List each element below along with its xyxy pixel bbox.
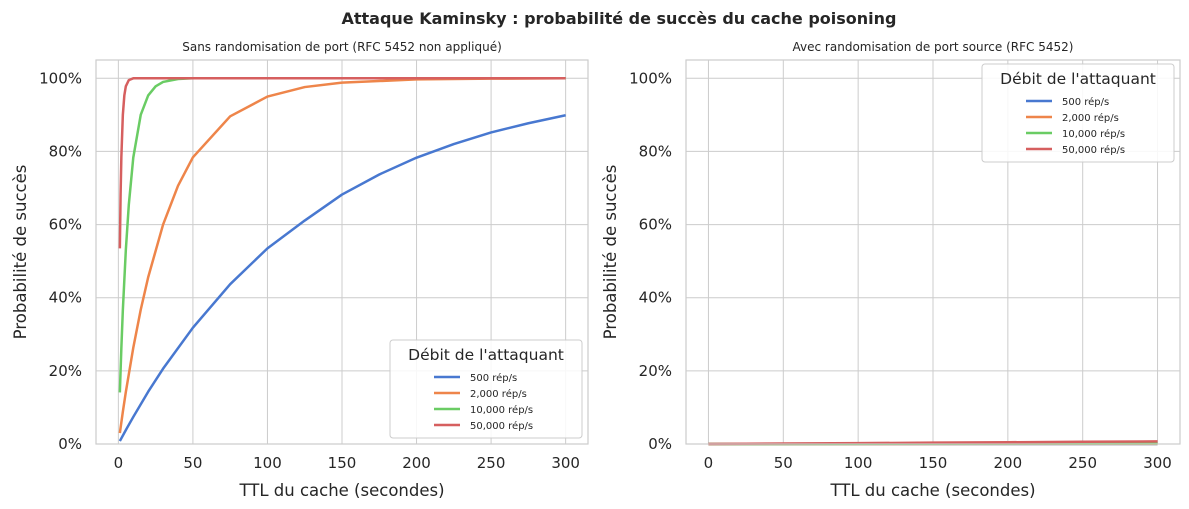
left-ytick-label-3: 60% [49,216,82,234]
right-ytick-label-4: 80% [639,142,672,160]
right-legend-entry-3: 50,000 rép/s [1062,144,1125,156]
left-series-3-line [118,77,566,249]
right-xtick-label-2: 100 [844,454,873,472]
right-panel: Avec randomisation de port source (RFC 5… [601,40,1181,500]
right-legend-entry-2: 10,000 rép/s [1062,128,1125,140]
right-plot-frame [685,59,1181,445]
left-ytick-label-4: 80% [49,142,82,160]
right-legend-box [981,63,1175,163]
right-legend-title: Débit de l'attaquant [1000,70,1156,88]
left-legend-entry-1: 2,000 rép/s [470,388,527,400]
right-ytick-label-3: 60% [639,216,672,234]
left-series-1-line [118,77,566,434]
right-xtick-label-6: 300 [1143,454,1172,472]
right-panel-title: Avec randomisation de port source (RFC 5… [793,40,1074,54]
left-xtick-label-0: 0 [114,454,124,472]
right-xtick-label-3: 150 [919,454,948,472]
right-xtick-label-5: 250 [1068,454,1097,472]
left-legend: Débit de l'attaquant 500 rép/s 2,000 rép/s… [389,339,583,439]
left-legend-title: Débit de l'attaquant [408,346,564,364]
left-xtick-label-6: 300 [551,454,580,472]
left-plot-frame [95,59,589,445]
right-legend: Débit de l'attaquant 500 rép/s 2,000 rép/s… [981,63,1175,163]
left-xtick-label-3: 150 [328,454,357,472]
left-legend-entry-2: 10,000 rép/s [470,404,533,416]
left-legend-entry-3: 50,000 rép/s [470,420,533,432]
right-xtick-label-0: 0 [704,454,714,472]
left-ytick-label-2: 40% [49,289,82,307]
right-xtick-label-4: 200 [994,454,1023,472]
right-legend-entry-0: 500 rép/s [1062,96,1109,108]
left-panel-title: Sans randomisation de port (RFC 5452 non… [182,40,502,54]
right-xtick-label-1: 50 [774,454,793,472]
left-xtick-label-4: 200 [402,454,431,472]
right-xaxis-label: TTL du cache (secondes) [829,481,1035,500]
left-xaxis-label: TTL du cache (secondes) [238,481,444,500]
right-ytick-label-0: 0% [648,435,672,453]
left-xtick-label-5: 250 [477,454,506,472]
right-ytick-label-2: 40% [639,289,672,307]
left-legend-box [389,339,583,439]
left-xtick-label-1: 50 [183,454,202,472]
left-series-0-line [118,113,566,442]
right-ytick-label-5: 100% [629,69,672,87]
right-yaxis-label: Probabilité de succès [601,165,620,340]
left-legend-entry-0: 500 rép/s [470,372,517,384]
left-ytick-label-0: 0% [58,435,82,453]
figure-suptitle: Attaque Kaminsky : probabilité de succès… [341,9,896,28]
left-ytick-label-1: 20% [49,362,82,380]
right-legend-entry-1: 2,000 rép/s [1062,112,1119,124]
left-ytick-label-5: 100% [39,69,82,87]
left-xtick-label-2: 100 [253,454,282,472]
right-ytick-label-1: 20% [639,362,672,380]
left-yaxis-label: Probabilité de succès [11,165,30,340]
left-panel: Sans randomisation de port (RFC 5452 non… [11,40,589,500]
